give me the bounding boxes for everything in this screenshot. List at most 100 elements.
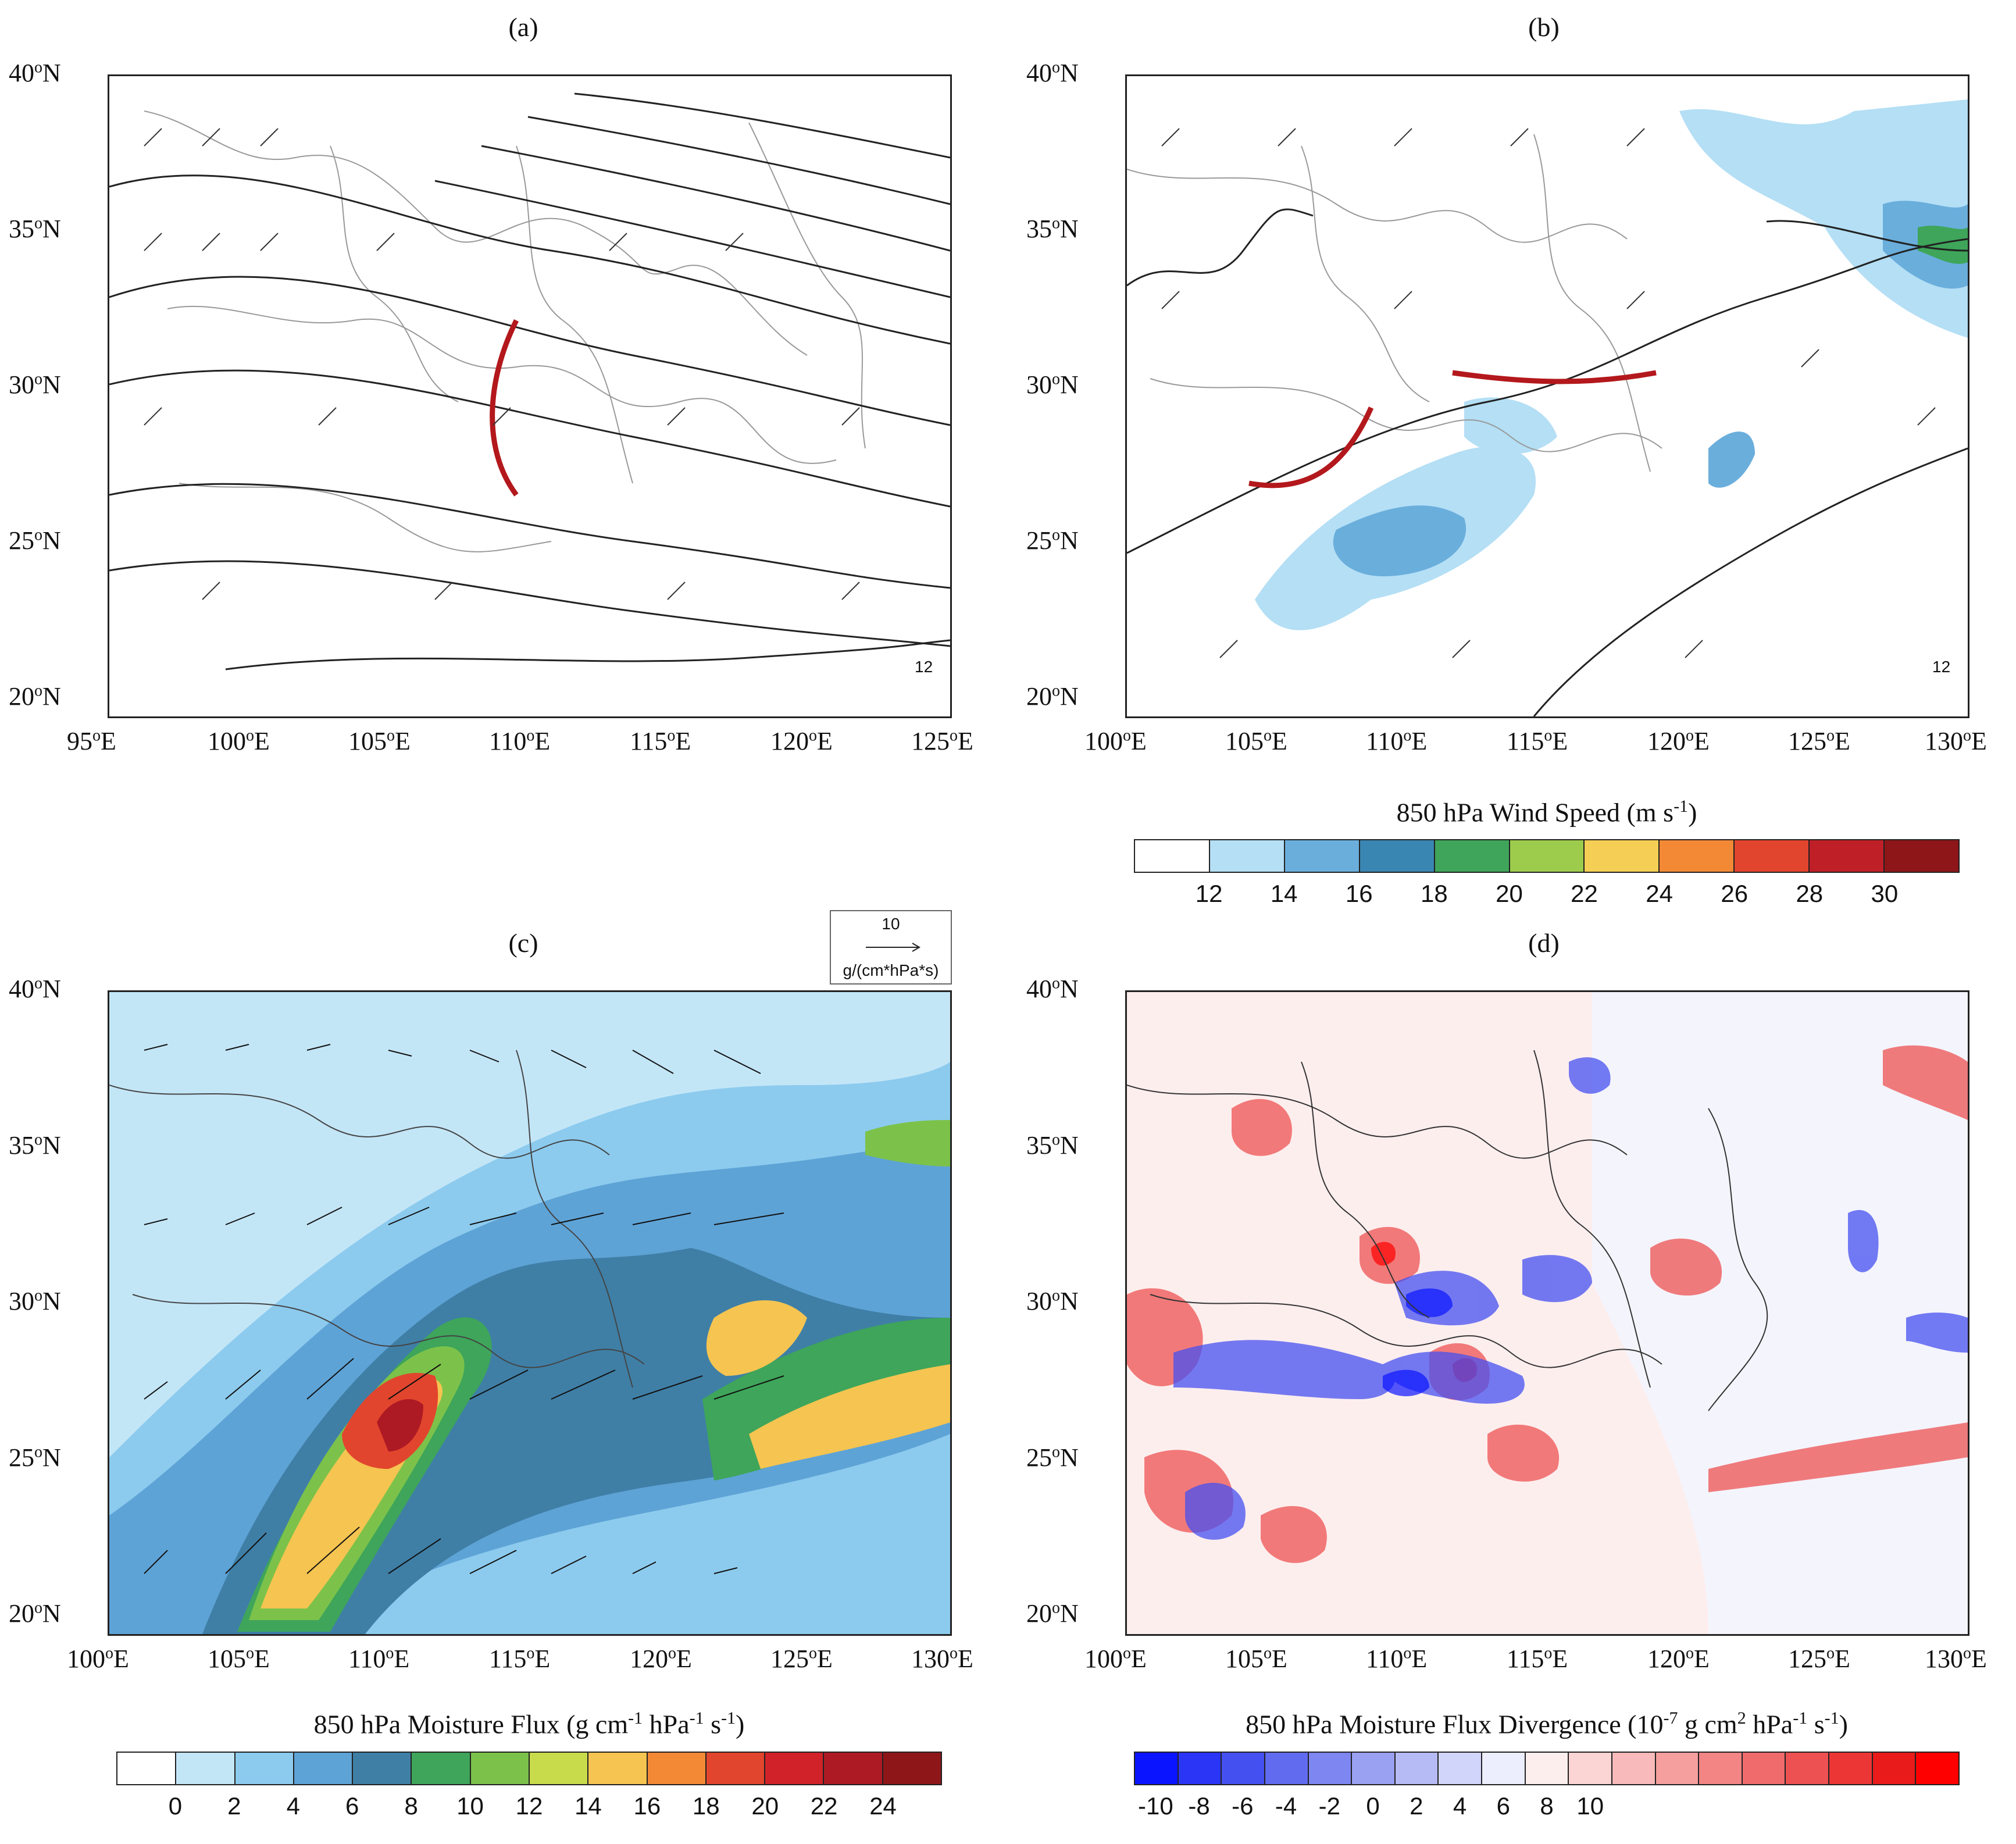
colorbar-label: 0: [1366, 1792, 1380, 1820]
colorbar-cell: [294, 1753, 354, 1784]
panel-a-lon-tick: 95oE: [67, 726, 116, 755]
ref-vector-unit: g/(cm*hPa*s): [843, 961, 939, 979]
panel-c-lat-tick: 40oN: [9, 974, 61, 1003]
colorbar-label: -4: [1275, 1792, 1297, 1820]
colorbar-cell: [1395, 1753, 1439, 1784]
panel-d-lon-tick: 130oE: [1925, 1644, 1987, 1673]
colorbar-label: 28: [1796, 880, 1824, 907]
panel-d-colorbar-title: 850 hPa Moisture Flux Divergence (10-7 g…: [1246, 1709, 1848, 1739]
panel-b-lon-tick: 115oE: [1507, 726, 1568, 755]
panel-b-lat-tick: 30oN: [1026, 370, 1079, 399]
panel-b-colorbar: [1134, 839, 1960, 873]
colorbar-label: 26: [1721, 880, 1749, 907]
colorbar-cell: [588, 1753, 648, 1784]
panel-d-lon-tick: 100oE: [1084, 1644, 1147, 1673]
panel-b-map: 12: [1125, 74, 1969, 718]
panel-d-lon-tick: 110oE: [1366, 1644, 1428, 1673]
colorbar-cell: [1872, 1753, 1917, 1784]
colorbar-cell: [647, 1753, 707, 1784]
colorbar-label: 2: [227, 1792, 241, 1820]
panel-b-lon-tick: 130oE: [1925, 726, 1987, 755]
colorbar-cell: [1742, 1753, 1786, 1784]
colorbar-label: 18: [692, 1792, 720, 1820]
colorbar-cell: [1699, 1753, 1743, 1784]
colorbar-cell: [1360, 840, 1435, 872]
colorbar-cell: [235, 1753, 294, 1784]
colorbar-label: -10: [1138, 1792, 1173, 1820]
colorbar-cell: [1209, 840, 1285, 872]
panel-a-svg: [109, 92, 950, 670]
panel-c-lat-tick: 30oN: [9, 1286, 61, 1316]
panel-b-colorbar-title: 850 hPa Wind Speed (m s-1): [1396, 797, 1697, 828]
panel-c-svg: [109, 992, 950, 1634]
colorbar-label: 18: [1421, 880, 1448, 907]
panel-d-lon-tick: 120oE: [1647, 1644, 1710, 1673]
colorbar-cell: [117, 1753, 177, 1784]
colorbar-label: 6: [1496, 1792, 1510, 1820]
panel-a-barb-ref: 12: [915, 658, 933, 676]
colorbar-cell: [1525, 1753, 1569, 1784]
colorbar-label: -2: [1318, 1792, 1340, 1820]
colorbar-cell: [1308, 1753, 1353, 1784]
colorbar-label: 8: [404, 1792, 418, 1820]
panel-a-lat-tick: 40oN: [9, 58, 61, 87]
colorbar-cell: [1829, 1753, 1873, 1784]
panel-a-label: (a): [508, 12, 538, 42]
panel-a-lon-tick: 115oE: [630, 726, 691, 755]
panel-d-lat-tick: 40oN: [1026, 974, 1079, 1003]
panel-a-lon-tick: 105oE: [348, 726, 411, 755]
colorbar-cell: [1735, 840, 1810, 872]
colorbar-cell: [1222, 1753, 1265, 1784]
colorbar-cell: [1435, 840, 1510, 872]
colorbar-label: 4: [1453, 1792, 1467, 1820]
panel-d-lat-tick: 30oN: [1026, 1286, 1079, 1316]
panel-d-lon-tick: 125oE: [1788, 1644, 1850, 1673]
panel-b-label: (b): [1528, 12, 1560, 42]
panel-c-ref-vector: 10 g/(cm*hPa*s): [830, 910, 952, 985]
colorbar-cell: [1569, 1753, 1612, 1784]
colorbar-cell: [1612, 1753, 1656, 1784]
panel-d-colorbar: [1134, 1752, 1960, 1785]
panel-d-lat-tick: 35oN: [1026, 1130, 1079, 1160]
panel-b-lon-tick: 125oE: [1788, 726, 1850, 755]
colorbar-cell: [1885, 840, 1958, 872]
ref-vector-value: 10: [882, 915, 900, 933]
colorbar-label: 2: [1410, 1792, 1423, 1820]
colorbar-cell: [529, 1753, 589, 1784]
colorbar-label: 20: [751, 1792, 779, 1820]
panel-b-lon-tick: 120oE: [1647, 726, 1710, 755]
colorbar-label: 6: [345, 1792, 359, 1820]
panel-a-lon-tick: 125oE: [911, 726, 973, 755]
colorbar-label: 10: [456, 1792, 484, 1820]
colorbar-cell: [824, 1753, 883, 1784]
panel-d-map: [1125, 990, 1969, 1636]
colorbar-label: -8: [1188, 1792, 1210, 1820]
colorbar-cell: [470, 1753, 530, 1784]
colorbar-cell: [883, 1753, 941, 1784]
panel-d-lat-tick: 20oN: [1026, 1599, 1079, 1628]
panel-b-lon-tick: 110oE: [1366, 726, 1428, 755]
panel-a-lat-tick: 30oN: [9, 370, 61, 399]
colorbar-label: 24: [1646, 880, 1673, 907]
colorbar-cell: [1810, 840, 1885, 872]
colorbar-cell: [1482, 1753, 1526, 1784]
panel-b-svg: [1127, 99, 1968, 716]
colorbar-cell: [1585, 840, 1660, 872]
panel-a-lat-tick: 20oN: [9, 681, 61, 711]
colorbar-cell: [765, 1753, 825, 1784]
colorbar-label: 16: [633, 1792, 661, 1820]
panel-c-lon-tick: 120oE: [630, 1644, 692, 1673]
panel-c-lat-tick: 25oN: [9, 1443, 61, 1472]
panel-b-lon-tick: 100oE: [1084, 726, 1147, 755]
colorbar-label: 0: [168, 1792, 183, 1820]
panel-c-lon-tick: 115oE: [489, 1644, 551, 1673]
panel-d-label: (d): [1528, 928, 1560, 958]
colorbar-label: 20: [1496, 880, 1523, 907]
colorbar-label: 14: [1270, 880, 1298, 907]
panel-d-svg: [1127, 992, 1968, 1634]
panel-c-map: [108, 990, 952, 1636]
panel-b-lat-tick: 35oN: [1026, 214, 1079, 243]
colorbar-label: 14: [575, 1792, 602, 1820]
panel-c-lat-tick: 35oN: [9, 1130, 61, 1160]
panel-d-lat-tick: 25oN: [1026, 1443, 1079, 1472]
